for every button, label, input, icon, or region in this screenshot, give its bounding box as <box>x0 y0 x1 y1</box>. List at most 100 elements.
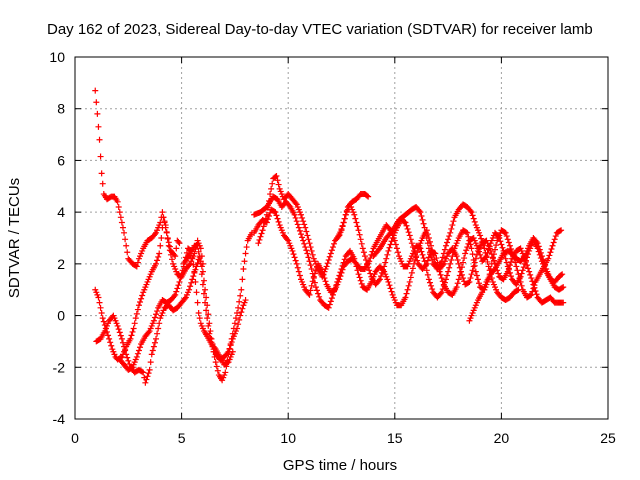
y-tick-label: 6 <box>57 152 65 168</box>
data-point <box>163 228 170 235</box>
data-point <box>360 249 367 256</box>
data-point <box>484 258 491 265</box>
data-point <box>339 223 346 230</box>
data-point <box>417 209 424 216</box>
data-point <box>332 285 339 292</box>
data-point <box>437 271 444 278</box>
data-point <box>388 288 395 295</box>
data-point <box>197 260 204 267</box>
data-point <box>377 273 384 280</box>
data-point <box>495 270 502 277</box>
data-point <box>154 308 161 315</box>
data-point <box>492 246 499 253</box>
data-point <box>291 211 298 218</box>
data-point <box>486 243 493 250</box>
data-point <box>301 221 308 228</box>
data-point <box>473 272 480 279</box>
data-point <box>518 282 525 289</box>
data-point <box>153 311 160 318</box>
data-point <box>528 275 535 282</box>
data-point <box>115 326 122 333</box>
data-point <box>522 257 529 264</box>
data-point <box>533 291 540 298</box>
data-point <box>292 214 299 221</box>
data-point <box>271 208 278 215</box>
data-point <box>401 218 408 225</box>
data-point <box>356 231 363 238</box>
data-point <box>173 245 180 252</box>
data-point <box>300 218 307 225</box>
data-point <box>149 347 156 354</box>
data-point <box>156 320 163 327</box>
data-point <box>229 330 236 337</box>
data-point <box>257 233 264 240</box>
data-point <box>193 289 200 296</box>
data-point <box>460 275 467 282</box>
data-point <box>100 318 107 325</box>
data-point <box>306 291 313 298</box>
data-point <box>351 255 358 262</box>
data-point <box>393 245 400 252</box>
data-point <box>502 255 509 262</box>
data-point <box>308 247 315 254</box>
data-point <box>471 218 478 225</box>
data-point <box>237 312 244 319</box>
data-point <box>325 304 332 311</box>
data-point <box>197 245 204 252</box>
data-point <box>354 267 361 274</box>
data-point <box>483 254 490 261</box>
data-point <box>194 242 201 249</box>
data-point <box>153 260 160 267</box>
data-point <box>490 267 497 274</box>
data-point <box>438 258 445 265</box>
data-point <box>464 244 471 251</box>
data-point <box>422 229 429 236</box>
data-point <box>213 363 220 370</box>
data-point <box>527 271 534 278</box>
data-point <box>202 286 209 293</box>
data-point <box>438 289 445 296</box>
data-point <box>331 288 338 295</box>
series-track-1 <box>92 87 183 270</box>
data-point <box>126 361 133 368</box>
data-point <box>476 248 483 255</box>
data-point <box>209 343 216 350</box>
data-point <box>354 223 361 230</box>
data-point <box>302 224 309 231</box>
data-point <box>527 292 534 299</box>
data-point <box>305 290 312 297</box>
data-point <box>478 235 485 242</box>
data-point <box>467 207 474 214</box>
data-point <box>323 263 330 270</box>
series-track-11 <box>466 235 566 324</box>
data-point <box>118 335 125 342</box>
data-point <box>559 284 566 291</box>
data-point <box>188 279 195 286</box>
data-point <box>300 237 307 244</box>
data-point <box>450 218 457 225</box>
data-point <box>469 251 476 258</box>
data-marks <box>92 87 567 386</box>
data-point <box>240 266 247 273</box>
data-point <box>376 276 383 283</box>
series-track-10 <box>370 201 522 304</box>
data-point <box>273 172 280 179</box>
data-point <box>336 272 343 279</box>
data-point <box>505 266 512 273</box>
data-point <box>407 236 414 243</box>
data-point <box>488 251 495 258</box>
data-point <box>173 288 180 295</box>
data-point <box>419 216 426 223</box>
series-track-5 <box>180 229 255 384</box>
data-point <box>303 247 310 254</box>
axis-ticks <box>74 56 609 420</box>
data-point <box>529 288 536 295</box>
data-point <box>238 286 245 293</box>
data-point <box>532 288 539 295</box>
data-point <box>341 256 348 263</box>
data-point <box>558 272 565 279</box>
data-point <box>329 291 336 298</box>
data-point <box>94 110 101 117</box>
data-point <box>381 263 388 270</box>
